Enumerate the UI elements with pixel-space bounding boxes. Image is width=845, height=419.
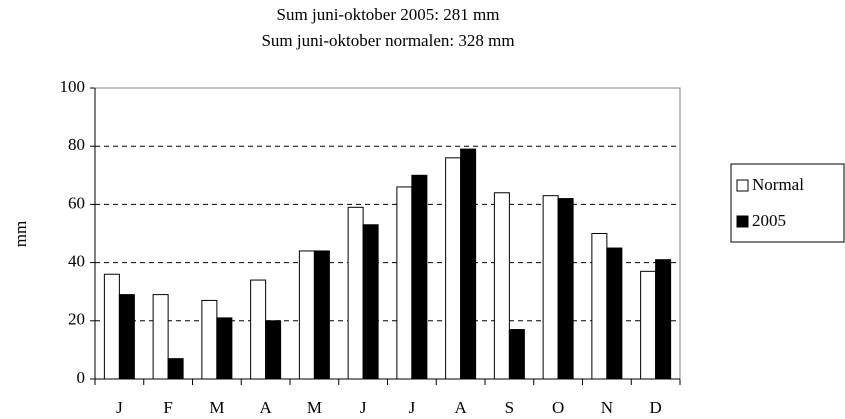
bar bbox=[411, 174, 428, 380]
bar bbox=[445, 157, 462, 380]
bar bbox=[542, 195, 559, 380]
x-tick-label: J bbox=[116, 398, 123, 417]
bar bbox=[493, 192, 510, 380]
y-tick-label: 60 bbox=[68, 193, 85, 212]
legend-label: Normal bbox=[752, 175, 804, 194]
bar bbox=[655, 259, 672, 380]
bar bbox=[460, 148, 477, 380]
bar bbox=[118, 294, 135, 380]
bar bbox=[347, 206, 364, 380]
y-tick-label: 0 bbox=[77, 368, 86, 387]
y-tick-label: 20 bbox=[68, 310, 85, 329]
x-tick-label: O bbox=[552, 398, 564, 417]
chart-title: Sum juni-oktober 2005: 281 mm bbox=[277, 5, 500, 24]
legend-swatch bbox=[736, 215, 749, 228]
x-tick-label: M bbox=[307, 398, 322, 417]
bar bbox=[640, 270, 657, 380]
bar bbox=[167, 358, 184, 380]
bar bbox=[508, 329, 525, 380]
bar bbox=[265, 320, 282, 380]
x-tick-label: N bbox=[601, 398, 613, 417]
y-tick-label: 40 bbox=[68, 252, 85, 271]
bar bbox=[152, 294, 169, 380]
bar bbox=[362, 224, 379, 380]
legend-swatch bbox=[736, 179, 749, 192]
bar bbox=[298, 250, 315, 380]
x-tick-label: A bbox=[454, 398, 467, 417]
x-tick-label: J bbox=[360, 398, 367, 417]
bar bbox=[557, 198, 574, 380]
bar bbox=[591, 233, 608, 380]
bar bbox=[313, 250, 330, 380]
x-tick-label: D bbox=[649, 398, 661, 417]
chart-subtitle: Sum juni-oktober normalen: 328 mm bbox=[261, 31, 514, 50]
legend-box bbox=[730, 163, 845, 243]
y-axis-label: mm bbox=[11, 221, 30, 247]
x-tick-label: F bbox=[163, 398, 172, 417]
x-tick-label: J bbox=[409, 398, 416, 417]
y-tick-label: 80 bbox=[68, 135, 85, 154]
y-tick-label: 100 bbox=[60, 77, 86, 96]
bar bbox=[103, 273, 120, 380]
bar bbox=[216, 317, 233, 380]
bar bbox=[250, 279, 267, 380]
bar bbox=[606, 247, 623, 380]
x-tick-label: M bbox=[209, 398, 224, 417]
legend-label: 2005 bbox=[752, 211, 786, 230]
bar bbox=[396, 186, 413, 380]
x-tick-label: S bbox=[505, 398, 514, 417]
bar bbox=[201, 299, 218, 380]
x-tick-label: A bbox=[259, 398, 272, 417]
